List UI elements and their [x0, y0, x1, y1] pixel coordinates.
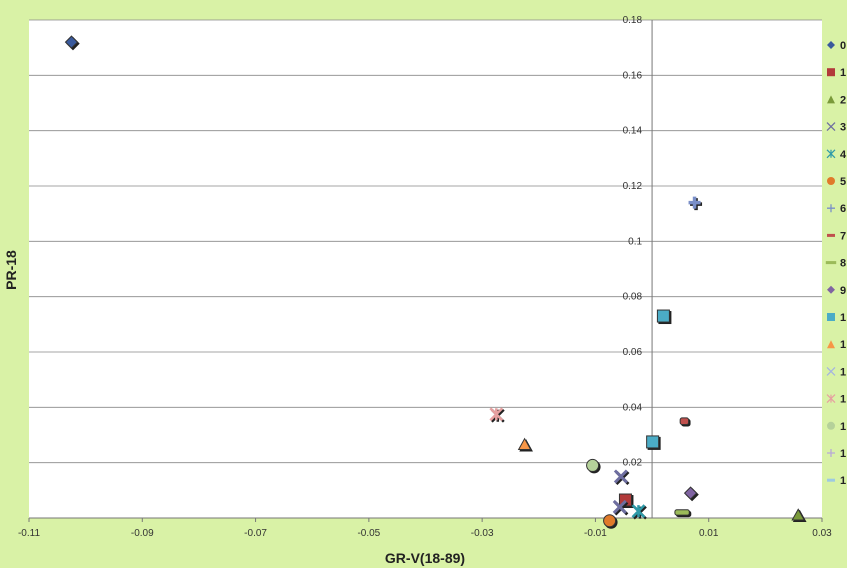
data-point — [613, 469, 630, 486]
legend-item: 1 — [826, 394, 846, 406]
x-tick-label: -0.11 — [18, 528, 40, 539]
legend-item: 1 — [827, 67, 846, 79]
legend-label: 1 — [840, 448, 846, 460]
legend-marker — [827, 340, 835, 349]
y-axis-title: PR-18 — [3, 250, 19, 290]
legend-item: 5 — [827, 176, 846, 188]
x-tick-label: -0.01 — [584, 528, 607, 539]
legend-item: 3 — [826, 122, 846, 134]
x-axis-title: GR-V(18-89) — [385, 550, 465, 566]
legend-label: 1 — [840, 394, 846, 406]
legend-label: 6 — [840, 203, 846, 215]
y-tick-label: 0.06 — [623, 347, 643, 358]
y-tick-label: 0.18 — [623, 15, 643, 26]
y-tick-label: 0.12 — [623, 181, 643, 192]
legend-item: 1 — [827, 448, 846, 460]
data-point — [656, 309, 672, 325]
legend-label: 1 — [840, 339, 846, 351]
data-point — [631, 504, 647, 520]
x-tick-label: 0.01 — [699, 528, 719, 539]
legend-item: 1 — [827, 339, 846, 351]
legend-item: 9 — [827, 285, 846, 297]
legend-label: 2 — [840, 94, 846, 106]
legend-item: 2 — [827, 94, 846, 106]
legend-label: 8 — [840, 258, 846, 270]
data-points — [64, 35, 807, 529]
data-point — [679, 417, 691, 427]
legend-marker — [827, 478, 835, 482]
legend-label: 1 — [840, 67, 846, 79]
legend: 0 1 2 3 4 5 6 7 8 9 1 1 1 1 1 1 1 — [825, 40, 847, 487]
x-tick-label: -0.09 — [131, 528, 154, 539]
plot-area — [29, 20, 822, 518]
data-point — [791, 508, 807, 523]
legend-marker — [827, 68, 835, 77]
legend-marker — [827, 421, 835, 430]
y-tick-label: 0.08 — [623, 292, 643, 303]
legend-marker — [827, 204, 835, 213]
axes: 0.02 0.04 0.06 0.08 0.1 0.12 0.14 0.16 0.18 -0.11… — [18, 15, 832, 539]
y-tick-label: 0.04 — [623, 402, 643, 413]
legend-marker — [825, 261, 837, 265]
data-point — [612, 499, 629, 516]
legend-label: 1 — [840, 421, 846, 433]
legend-item: 1 — [827, 312, 846, 324]
legend-item: 4 — [826, 149, 847, 161]
data-point — [688, 196, 703, 211]
x-tick-label: 0.03 — [812, 528, 832, 539]
legend-label: 3 — [840, 122, 846, 134]
legend-item: 1 — [826, 366, 846, 378]
legend-marker — [827, 233, 835, 237]
legend-item: 1 — [827, 421, 846, 433]
legend-marker — [826, 149, 836, 159]
legend-label: 0 — [840, 40, 846, 52]
legend-marker — [827, 177, 835, 185]
data-point — [603, 514, 618, 529]
data-point — [517, 437, 533, 452]
legend-label: 1 — [840, 312, 846, 324]
data-point — [586, 458, 601, 474]
legend-marker — [827, 313, 835, 321]
legend-item: 7 — [827, 230, 846, 242]
legend-label: 4 — [840, 149, 847, 161]
y-tick-label: 0.16 — [623, 70, 643, 81]
legend-marker — [827, 95, 835, 104]
y-tick-label: 0.02 — [623, 458, 643, 469]
legend-marker — [827, 285, 835, 294]
legend-label: 1 — [840, 475, 846, 487]
legend-marker — [826, 366, 836, 376]
legend-label: 5 — [840, 176, 846, 188]
gridlines — [29, 19, 822, 464]
data-point — [646, 435, 661, 450]
y-tick-label: 0.1 — [628, 236, 642, 247]
legend-marker — [826, 394, 836, 404]
x-tick-label: -0.03 — [471, 528, 494, 539]
x-tick-label: -0.07 — [244, 528, 267, 539]
legend-marker — [826, 122, 836, 132]
data-point — [683, 486, 699, 502]
data-point — [64, 35, 80, 51]
legend-label: 9 — [840, 285, 846, 297]
legend-label: 7 — [840, 230, 846, 242]
y-tick-label: 0.14 — [623, 126, 643, 137]
legend-label: 1 — [840, 366, 846, 378]
legend-item: 8 — [825, 258, 846, 270]
x-tick-label: -0.05 — [357, 528, 380, 539]
legend-marker — [827, 449, 835, 457]
legend-item: 0 — [827, 40, 846, 52]
legend-item: 6 — [827, 203, 846, 215]
data-point — [674, 509, 692, 518]
legend-marker — [827, 41, 835, 49]
data-point — [489, 407, 505, 423]
legend-item: 1 — [827, 475, 846, 487]
